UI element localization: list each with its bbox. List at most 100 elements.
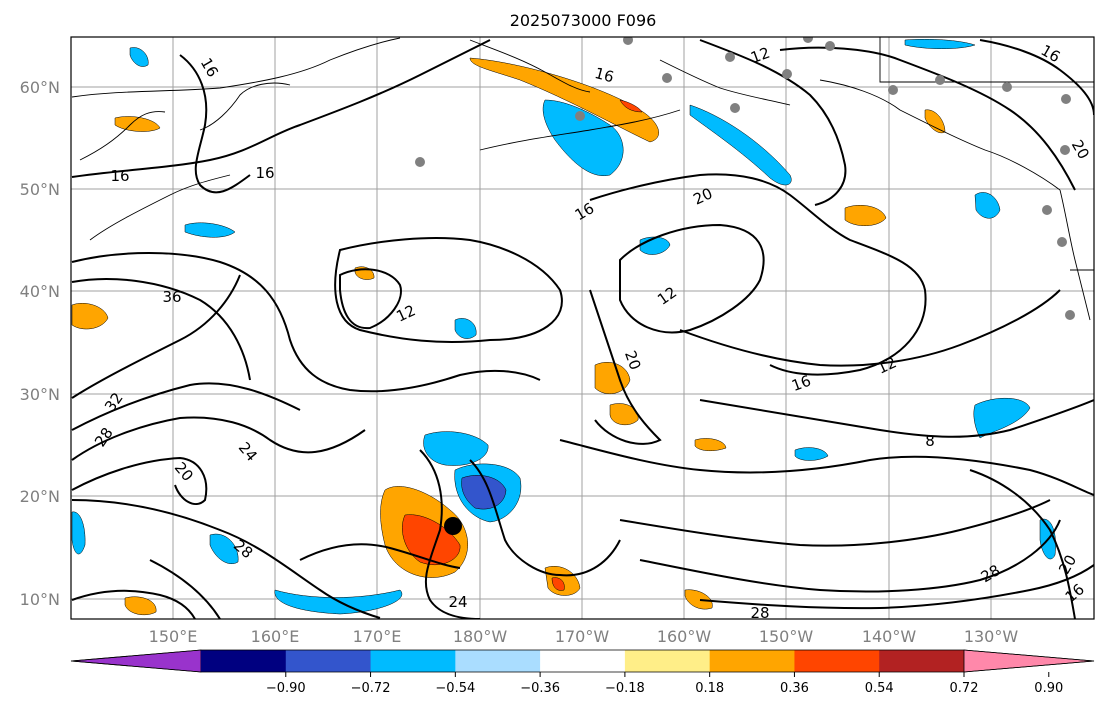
contour-label: 20	[621, 348, 644, 372]
station-marker	[730, 103, 740, 113]
contour-label: 28	[750, 604, 769, 622]
colorbar-ticks: −0.90 −0.72 −0.54 −0.36 −0.18 0.18 0.36 0.54 0.7…	[266, 672, 1063, 696]
negative-region	[209, 533, 239, 564]
positive-region	[71, 302, 109, 330]
negative-region	[974, 192, 1001, 219]
station-markers	[415, 37, 1075, 320]
station-marker	[623, 37, 633, 45]
station-marker	[415, 157, 425, 167]
colorbar-swatch	[455, 650, 541, 672]
contour-label: 16	[789, 372, 813, 395]
colorbar-swatch	[879, 650, 965, 672]
lat-tick-label: 30°N	[20, 385, 60, 404]
contour-line	[619, 499, 1051, 547]
station-marker	[1061, 94, 1071, 104]
contour-line	[71, 39, 491, 178]
map-panel: 16 16 16 16 20 16 12 12 16 12 36 32 28 2…	[70, 36, 1095, 622]
station-marker	[782, 69, 792, 79]
station-marker	[825, 41, 835, 51]
lat-tick-label: 40°N	[20, 282, 60, 301]
contour-label: 16	[255, 164, 274, 182]
colorbar-tick-label: 0.54	[865, 681, 894, 696]
contour-line	[589, 289, 662, 445]
station-marker	[935, 75, 945, 85]
colorbar-frame	[70, 649, 1095, 673]
contour-line	[559, 439, 1094, 496]
station-marker	[803, 37, 813, 43]
coastline	[659, 59, 791, 106]
contour-label: 12	[748, 44, 772, 67]
coastline	[819, 79, 1061, 191]
station-marker	[1060, 145, 1070, 155]
colorbar-tick-label: −0.36	[520, 681, 560, 696]
contour-label: 36	[162, 288, 181, 306]
positive-region	[402, 514, 461, 566]
positive-region	[844, 205, 887, 226]
contour-label: 16	[593, 64, 616, 86]
colorbar-swatch	[709, 650, 795, 672]
contour-line	[969, 469, 1076, 619]
contour-line	[71, 589, 196, 619]
positive-region	[551, 577, 565, 591]
contour-line	[71, 278, 251, 381]
contour-line	[639, 519, 1061, 593]
station-marker	[1002, 82, 1012, 92]
contour-label: 24	[448, 593, 467, 611]
colorbar-tick-label: −0.54	[435, 681, 475, 696]
graticule	[71, 37, 1094, 619]
colorbar-swatch	[624, 650, 711, 672]
contour-line	[71, 456, 208, 505]
lat-tick-label: 50°N	[20, 180, 60, 199]
positive-region	[469, 57, 659, 143]
positive-region	[619, 99, 643, 113]
negative-region	[689, 104, 792, 186]
negative-region	[542, 99, 624, 177]
colorbar-swatch	[540, 650, 626, 672]
coastline	[479, 109, 681, 151]
contour-line	[71, 499, 381, 619]
coastline	[199, 82, 291, 131]
boundary	[879, 37, 1094, 83]
contour-line	[779, 46, 1076, 191]
positive-region	[609, 403, 639, 426]
lon-tick-label: 130°W	[964, 627, 1019, 646]
positive-region	[124, 596, 157, 616]
contour-line	[149, 559, 221, 619]
coastline	[469, 39, 591, 93]
contour-line	[419, 449, 481, 619]
contour-line	[699, 39, 847, 206]
station-marker	[888, 85, 898, 95]
station-marker	[1057, 237, 1067, 247]
negative-region	[454, 318, 477, 339]
contour-line	[699, 564, 1094, 610]
storm-center-marker	[444, 517, 462, 535]
station-marker	[725, 52, 735, 62]
contour-line	[589, 173, 927, 376]
colorbar-tick-label: 0.90	[1034, 681, 1063, 696]
contour-lines	[71, 39, 1094, 619]
coastline	[71, 37, 401, 98]
lat-tick-label: 20°N	[20, 487, 60, 506]
contour-line	[679, 289, 1061, 367]
figure-title: 2025073000 F096	[510, 11, 657, 30]
contour-line	[71, 382, 301, 431]
lon-tick-label: 140°W	[862, 627, 917, 646]
lat-tick-label: 60°N	[20, 78, 60, 97]
positive-region	[694, 438, 727, 451]
colorbar-extend-min	[70, 649, 202, 673]
contour-line	[469, 459, 621, 577]
contour-line	[699, 399, 1094, 438]
colorbar-tick-label: 0.36	[780, 681, 809, 696]
lon-tick-label: 150°W	[759, 627, 814, 646]
longitude-labels: 150°E 160°E 170°E 180°W 170°W 160°W 150°…	[149, 627, 1019, 646]
negative-region	[904, 38, 976, 49]
colorbar-tick-label: 0.18	[695, 681, 724, 696]
map-frame	[70, 36, 1095, 620]
lon-tick-label: 170°E	[353, 627, 402, 646]
colorbar-swatch	[370, 650, 456, 672]
contour-line	[299, 543, 461, 569]
contour-line	[334, 237, 563, 343]
lon-tick-label: 160°E	[251, 627, 300, 646]
colorbar-tick-label: 0.72	[950, 681, 979, 696]
